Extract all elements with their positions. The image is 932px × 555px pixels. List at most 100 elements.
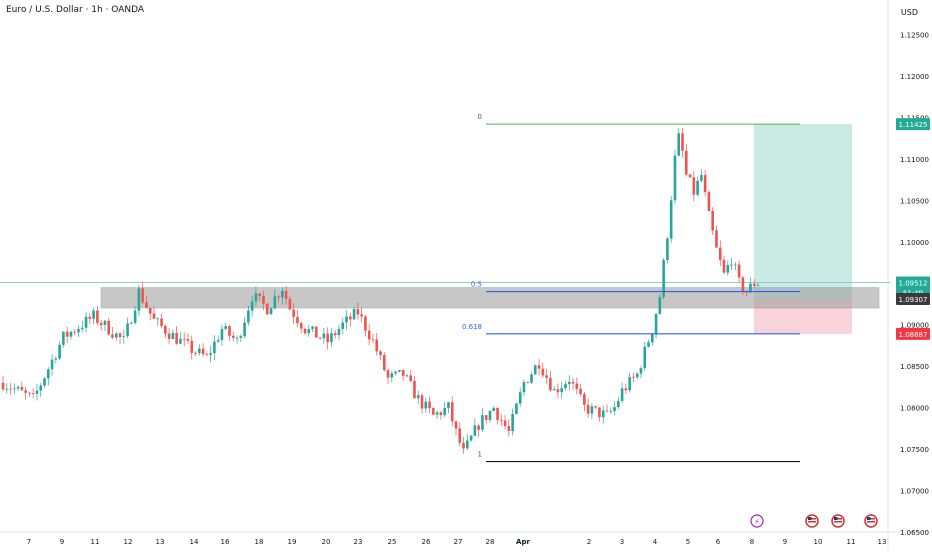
candle [364,316,367,331]
candle [167,333,171,339]
candle [526,382,530,383]
y-tick-label: 1.07500 [900,446,929,454]
x-tick-label: 11 [91,538,100,546]
candle [500,419,503,421]
stop-price-label: 1.08887 [899,331,928,339]
candle [477,425,480,430]
x-tick-label: 13 [878,538,887,546]
candle [413,380,416,399]
candle [243,322,246,337]
candle [405,375,409,377]
candle [673,155,677,201]
candle [466,440,469,449]
profit-target-zone[interactable] [754,124,852,300]
candle [624,388,628,391]
candle [730,264,733,266]
candle [28,392,31,394]
candle [518,392,522,404]
candle [333,333,337,336]
x-tick-label: 26 [422,538,431,546]
x-tick-label: 9 [783,538,787,546]
candle [658,297,662,314]
candle [564,384,567,389]
candle [43,378,46,386]
fib-level-label: 0.618 [462,323,482,331]
candle [715,230,718,248]
fib-level-label: 0 [478,113,482,121]
candle [749,283,752,293]
candle [258,293,261,296]
candle [262,295,265,304]
candle [586,404,590,414]
candle [235,337,239,339]
symbol-title: Euro / U.S. Dollar · 1h · OANDA [6,5,145,15]
candle [575,383,579,389]
candle [231,335,235,338]
candle [601,410,605,418]
x-tick-label: 23 [354,538,363,546]
candle [58,344,61,359]
stop-price-label-bg [896,327,930,340]
candle [201,348,205,355]
candle [496,407,499,420]
candle [326,333,329,343]
candle [130,322,133,324]
candle [330,333,333,343]
candle [756,285,760,286]
x-tick-label: 11 [847,538,856,546]
candle [145,302,148,308]
candle [382,355,386,371]
candle [190,340,194,353]
x-tick-label: 9 [60,538,64,546]
candle [741,277,745,292]
candle [503,420,507,427]
candle [322,333,326,339]
candle [315,326,318,338]
flag-stripe [808,521,816,523]
y-tick-label: 1.12500 [900,32,929,40]
candle [571,381,575,384]
candle [341,322,345,329]
candle [469,435,473,441]
candle [254,293,258,302]
y-tick-label: 1.12000 [900,73,929,81]
candle [647,342,650,347]
candle [605,410,609,412]
candle [677,133,681,156]
lightning-event-icon[interactable] [750,514,764,528]
candle [77,329,80,333]
candle [356,309,360,315]
y-tick-label: 1.08500 [900,363,929,371]
candle [409,375,412,381]
entry-price-label: 1.09307 [899,296,928,304]
x-tick-label: 19 [288,538,297,546]
candle [224,326,228,329]
candle [666,238,669,261]
candle [439,412,443,416]
candle [216,340,220,342]
target-price-label: 1.11425 [899,121,928,129]
candle [390,373,394,378]
candle [662,260,665,298]
x-tick-label: 2 [587,538,591,546]
candle [488,411,492,420]
candle [484,415,488,420]
candle [84,316,88,328]
candle [613,407,616,411]
candle [688,174,692,178]
candle [620,388,624,401]
candle [31,393,35,395]
candle [103,320,107,325]
x-tick-label: Apr [516,538,530,546]
candle [443,408,446,416]
support-zone-rectangle[interactable] [100,287,880,309]
fib-level-label: 0.5 [471,281,482,289]
candle [635,373,639,378]
candle [556,389,560,393]
candle [296,316,299,324]
candle [96,310,99,323]
candle [492,407,496,412]
candle [533,365,537,375]
